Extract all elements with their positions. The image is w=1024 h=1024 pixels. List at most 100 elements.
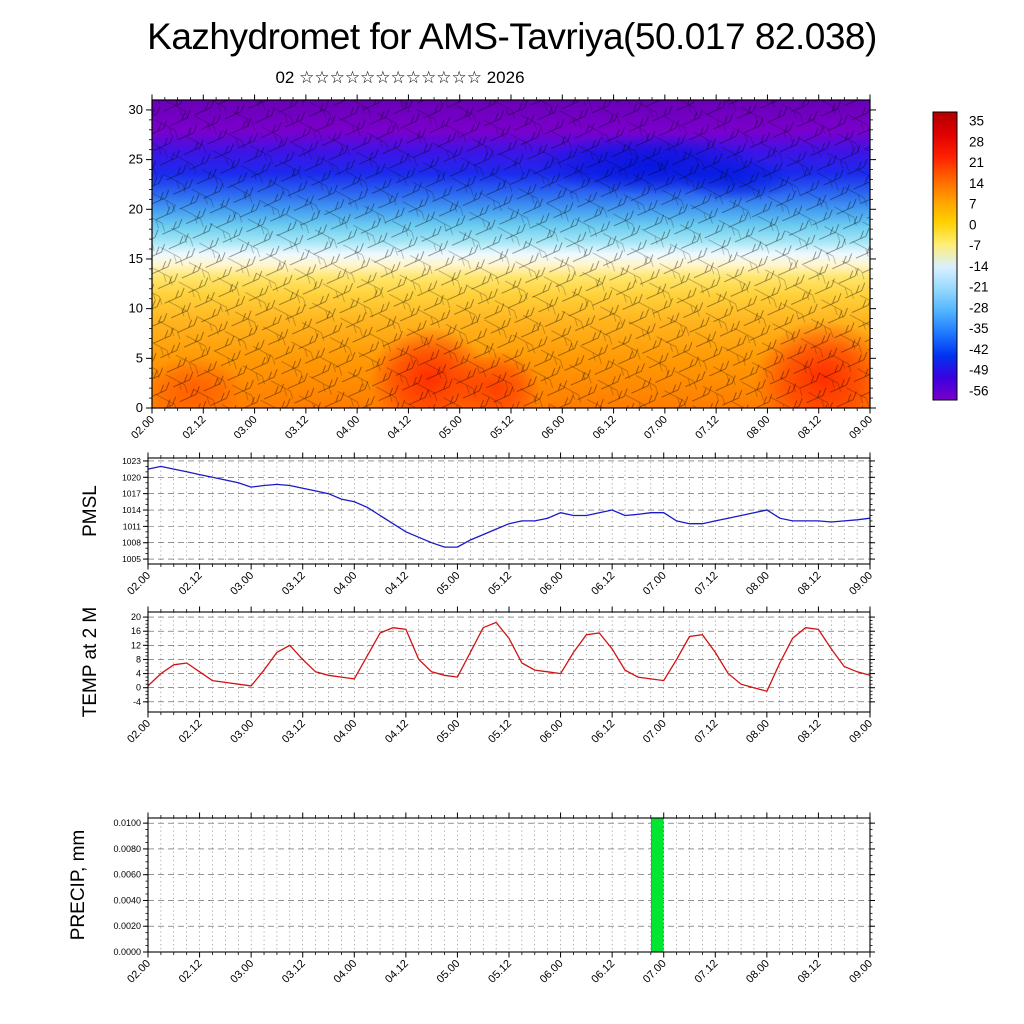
svg-text:0.0080: 0.0080 — [113, 844, 141, 854]
svg-text:08.00: 08.00 — [744, 958, 772, 986]
svg-text:02.00: 02.00 — [125, 570, 153, 598]
svg-text:30: 30 — [129, 102, 143, 117]
svg-text:28: 28 — [969, 134, 984, 149]
svg-text:1011: 1011 — [123, 521, 142, 531]
svg-text:03.00: 03.00 — [228, 958, 256, 986]
svg-text:21: 21 — [969, 155, 984, 170]
svg-text:1017: 1017 — [122, 489, 141, 499]
svg-text:-4: -4 — [133, 697, 141, 707]
svg-text:04.00: 04.00 — [334, 414, 362, 442]
page-title: Kazhydromet for AMS-Tavriya(50.017 82.03… — [147, 16, 877, 57]
svg-text:06.00: 06.00 — [539, 414, 567, 442]
svg-text:8: 8 — [136, 654, 141, 664]
svg-text:-28: -28 — [969, 300, 989, 315]
svg-text:PMSL: PMSL — [80, 485, 101, 537]
svg-text:0: 0 — [136, 400, 143, 415]
svg-text:20: 20 — [129, 201, 143, 216]
svg-text:14: 14 — [969, 176, 985, 191]
svg-text:-14: -14 — [969, 259, 989, 274]
svg-text:05.12: 05.12 — [486, 718, 514, 746]
svg-text:09.00: 09.00 — [847, 718, 875, 746]
colorbar: 35 28 21 14 7 0 -7 -14 -21 -28 -35 -42 -49 -56 — [932, 111, 989, 401]
svg-text:05.12: 05.12 — [488, 414, 516, 442]
svg-text:-56: -56 — [969, 384, 989, 399]
svg-text:-21: -21 — [969, 280, 989, 295]
svg-text:35: 35 — [969, 114, 984, 129]
svg-text:08.00: 08.00 — [745, 414, 773, 442]
svg-text:04.12: 04.12 — [383, 570, 411, 598]
svg-text:0: 0 — [136, 683, 141, 693]
svg-text:TEMP at 2 M: TEMP at 2 M — [80, 607, 101, 718]
svg-text:0.0020: 0.0020 — [113, 921, 141, 931]
svg-text:04.00: 04.00 — [331, 958, 359, 986]
svg-text:07.12: 07.12 — [692, 718, 720, 746]
precip-panel: 0.0000 0.0020 0.0040 0.0060 0.0080 0.0100 02.0… — [68, 812, 875, 986]
svg-text:02.00: 02.00 — [125, 718, 153, 746]
svg-text:06.12: 06.12 — [589, 718, 617, 746]
svg-text:4: 4 — [136, 669, 141, 679]
svg-text:16: 16 — [131, 626, 141, 636]
svg-text:09.00: 09.00 — [847, 570, 875, 598]
svg-text:05.12: 05.12 — [486, 570, 514, 598]
svg-text:07.00: 07.00 — [642, 414, 670, 442]
svg-text:0: 0 — [969, 217, 977, 232]
svg-text:15: 15 — [129, 251, 143, 266]
svg-text:PRECIP, mm: PRECIP, mm — [68, 830, 89, 941]
svg-text:-35: -35 — [969, 321, 989, 336]
svg-text:03.12: 03.12 — [280, 958, 308, 986]
svg-text:03.12: 03.12 — [283, 414, 311, 442]
svg-text:07.12: 07.12 — [692, 570, 720, 598]
svg-text:1005: 1005 — [122, 554, 141, 564]
svg-text:04.12: 04.12 — [386, 414, 414, 442]
svg-text:12: 12 — [131, 640, 141, 650]
svg-text:1008: 1008 — [122, 538, 141, 548]
svg-text:07.12: 07.12 — [693, 414, 721, 442]
svg-text:06.00: 06.00 — [538, 718, 566, 746]
svg-text:0.0060: 0.0060 — [113, 870, 141, 880]
temp2m-panel: -4 0 4 8 12 16 20 02.00 02.12 03.00 03.12 04.00 04.1… — [80, 606, 875, 746]
svg-text:20: 20 — [131, 612, 141, 622]
pmsl-panel: 1005 1008 1011 1014 1017 1020 1023 02.00 02.12 03… — [80, 452, 875, 598]
svg-text:03.12: 03.12 — [280, 718, 308, 746]
svg-text:1014: 1014 — [122, 505, 141, 515]
svg-text:06.00: 06.00 — [538, 570, 566, 598]
svg-text:02.12: 02.12 — [180, 414, 208, 442]
svg-text:07.12: 07.12 — [692, 958, 720, 986]
svg-text:09.00: 09.00 — [847, 414, 875, 442]
cross-section-panel: 0 5 10 15 20 25 30 02.00 02.12 03.00 03.12 04.00 04.… — [129, 94, 876, 442]
svg-text:02.12: 02.12 — [177, 958, 205, 986]
svg-text:05.00: 05.00 — [435, 718, 463, 746]
svg-text:03.00: 03.00 — [228, 718, 256, 746]
svg-text:-49: -49 — [969, 363, 989, 378]
svg-text:08.12: 08.12 — [796, 570, 824, 598]
svg-text:09.00: 09.00 — [847, 958, 875, 986]
svg-text:07.00: 07.00 — [641, 958, 669, 986]
svg-text:0.0000: 0.0000 — [113, 947, 141, 957]
svg-text:04.12: 04.12 — [383, 958, 411, 986]
svg-text:08.12: 08.12 — [796, 958, 824, 986]
svg-text:-7: -7 — [969, 238, 981, 253]
svg-text:1023: 1023 — [122, 456, 141, 466]
svg-text:02.00: 02.00 — [129, 414, 157, 442]
svg-text:08.12: 08.12 — [796, 414, 824, 442]
svg-text:04.00: 04.00 — [331, 570, 359, 598]
svg-text:-42: -42 — [969, 342, 989, 357]
page-subtitle: 02 ☆☆☆☆☆☆☆☆☆☆☆☆ 2026 — [275, 68, 525, 87]
svg-text:25: 25 — [129, 152, 143, 167]
svg-text:03.00: 03.00 — [228, 570, 256, 598]
svg-text:03.12: 03.12 — [280, 570, 308, 598]
svg-text:05.00: 05.00 — [435, 958, 463, 986]
svg-text:1020: 1020 — [122, 472, 141, 482]
svg-text:02.00: 02.00 — [125, 958, 153, 986]
svg-text:06.12: 06.12 — [591, 414, 619, 442]
svg-text:0.0040: 0.0040 — [113, 895, 141, 905]
svg-text:06.12: 06.12 — [589, 958, 617, 986]
svg-text:07.00: 07.00 — [641, 718, 669, 746]
svg-text:08.12: 08.12 — [796, 718, 824, 746]
svg-text:06.12: 06.12 — [589, 570, 617, 598]
svg-text:06.00: 06.00 — [538, 958, 566, 986]
svg-text:5: 5 — [136, 350, 143, 365]
svg-text:0.0100: 0.0100 — [113, 818, 141, 828]
